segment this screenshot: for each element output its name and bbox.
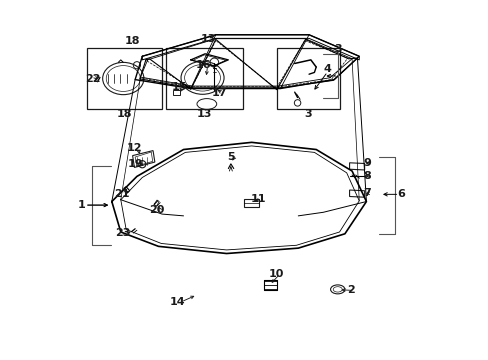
Text: 8: 8 (363, 171, 370, 181)
Text: 13: 13 (201, 35, 216, 44)
Text: 6: 6 (397, 189, 405, 199)
Bar (276, 48, 339, 109)
Text: 15: 15 (171, 82, 186, 93)
Text: 3: 3 (304, 109, 311, 119)
Bar (165, 48, 242, 109)
Text: 3: 3 (334, 44, 342, 54)
Text: 12: 12 (126, 143, 142, 153)
Text: 20: 20 (149, 205, 164, 215)
Text: 5: 5 (226, 152, 234, 162)
Text: 9: 9 (363, 158, 371, 168)
Text: 23: 23 (115, 228, 131, 238)
Text: 22: 22 (85, 74, 101, 84)
Text: 21: 21 (114, 189, 129, 199)
Text: 17: 17 (211, 88, 227, 98)
Text: 18: 18 (124, 36, 140, 46)
Text: 10: 10 (268, 269, 283, 279)
Text: 1: 1 (77, 200, 85, 210)
Text: 13: 13 (196, 109, 211, 119)
Bar (86, 48, 162, 109)
Bar (173, 90, 180, 95)
Text: 14: 14 (169, 297, 185, 307)
Text: 7: 7 (363, 188, 370, 198)
Text: 2: 2 (346, 285, 354, 296)
Text: 16: 16 (196, 60, 211, 70)
Text: 18: 18 (116, 109, 132, 119)
Text: 4: 4 (323, 64, 330, 74)
Text: 11: 11 (250, 194, 265, 204)
Text: 19: 19 (127, 159, 143, 169)
